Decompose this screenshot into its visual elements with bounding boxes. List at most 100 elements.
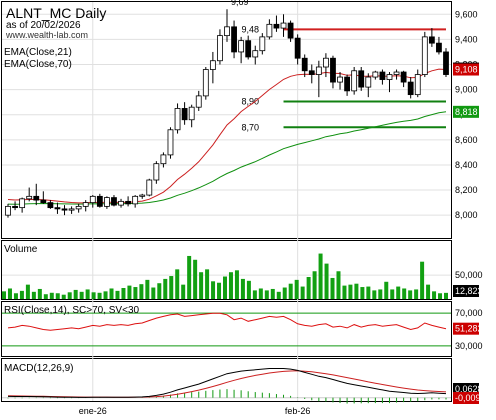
candle-body xyxy=(414,74,421,96)
volume-bar xyxy=(139,284,144,299)
chart-subtitle: as of 20/02/2026 xyxy=(6,20,81,31)
volume-bar xyxy=(73,289,78,299)
candle-body xyxy=(372,71,379,78)
price-tick-label: 9,600 xyxy=(455,9,478,19)
candle-body xyxy=(82,202,89,207)
volume-bar xyxy=(37,288,42,299)
ema21-label: EMA(Close,21) xyxy=(4,47,72,58)
price-tick-label: 8,400 xyxy=(455,160,478,170)
candle-body xyxy=(280,22,287,29)
volume-bar xyxy=(342,285,347,299)
volume-bar xyxy=(223,276,227,299)
rsi-last-marker-box xyxy=(453,322,479,335)
rsi-tick-label: 30,000 xyxy=(455,341,483,351)
candle-body xyxy=(294,37,301,59)
candle-body xyxy=(5,205,11,216)
candle-body xyxy=(96,195,103,207)
candle-body xyxy=(195,95,202,108)
candle-body xyxy=(238,40,245,53)
volume-bar xyxy=(306,277,311,299)
volume-bar xyxy=(372,290,377,299)
volume-bar xyxy=(7,288,12,299)
volume-bar xyxy=(432,291,437,299)
candle-body xyxy=(104,197,110,207)
candle-body xyxy=(54,207,61,210)
candle-body xyxy=(421,36,428,75)
date-tick-label: ene-26 xyxy=(79,406,107,416)
candle-body xyxy=(436,42,442,53)
volume-bar xyxy=(193,259,198,299)
volume-bar xyxy=(133,287,138,299)
volume-bar xyxy=(360,287,365,299)
volume-bar xyxy=(109,288,114,299)
rsi-panel xyxy=(1,301,452,357)
price-tick-label: 8,600 xyxy=(455,135,478,145)
candle-body xyxy=(61,208,68,211)
rsi-line xyxy=(7,312,447,331)
candle-body xyxy=(47,202,54,209)
candle-body xyxy=(181,108,188,121)
candle-body xyxy=(139,194,146,197)
volume-bar xyxy=(336,271,341,299)
volume-bar xyxy=(420,261,425,299)
volume-bar xyxy=(246,280,251,299)
volume-bar xyxy=(264,290,269,299)
volume-bar xyxy=(252,290,257,299)
chart-title: ALNT_MC Daily xyxy=(6,5,106,21)
candle-body xyxy=(323,57,329,68)
volume-last-marker-box xyxy=(453,285,479,297)
candle-body xyxy=(202,69,209,97)
volume-bar xyxy=(294,279,299,299)
ema21-marker: 9,108 xyxy=(455,65,478,75)
candle-body xyxy=(315,66,322,75)
volume-title: Volume xyxy=(4,244,38,255)
candle-body xyxy=(111,197,117,206)
ema70-label: EMA(Close,70) xyxy=(4,59,72,70)
price-tick-label: 8,000 xyxy=(455,210,478,220)
volume-bar xyxy=(13,293,18,299)
volume-bar xyxy=(240,278,245,299)
candle-body xyxy=(301,57,308,72)
volume-bar xyxy=(312,271,317,299)
volume-bar xyxy=(115,290,120,299)
volume-bar xyxy=(19,290,24,299)
volume-bar xyxy=(426,284,431,299)
candle-body xyxy=(330,57,336,83)
ema70-line xyxy=(7,111,447,205)
volume-last-marker: 12,823 xyxy=(455,286,483,296)
volume-bar xyxy=(187,255,192,299)
volume-bar xyxy=(282,287,287,299)
volume-tick-label: 50,000 xyxy=(455,270,483,280)
macd-line xyxy=(7,368,447,398)
macd-signal-last-marker-box xyxy=(453,392,479,404)
candle-body xyxy=(146,179,153,196)
volume-bar xyxy=(127,285,132,299)
volume-bar xyxy=(354,283,359,299)
volume-bar xyxy=(318,253,323,299)
candle-body xyxy=(337,76,343,83)
macd-last-marker: 0,0628 xyxy=(455,384,483,394)
volume-bar xyxy=(384,281,389,299)
ema70-marker: 8,818 xyxy=(455,107,478,117)
volume-bar xyxy=(103,291,108,299)
volume-bar xyxy=(258,288,263,299)
volume-bar xyxy=(163,278,168,299)
candle-body xyxy=(33,195,40,201)
candle-body xyxy=(386,74,393,80)
volume-bar xyxy=(270,288,275,299)
volume-bar xyxy=(378,289,383,299)
volume-bar xyxy=(228,272,233,299)
volume-bar xyxy=(157,283,162,299)
volume-bar xyxy=(300,286,305,299)
volume-bar xyxy=(145,279,150,299)
candle-body xyxy=(287,22,294,39)
candle-body xyxy=(153,163,160,181)
volume-bar xyxy=(199,272,204,299)
candle-body xyxy=(428,36,435,44)
volume-bar xyxy=(234,270,239,299)
resistance-label: 9,48 xyxy=(242,24,260,34)
volume-bar xyxy=(169,276,174,299)
volume-bar xyxy=(217,282,222,299)
candle-body xyxy=(209,60,216,70)
volume-bar xyxy=(330,277,335,299)
